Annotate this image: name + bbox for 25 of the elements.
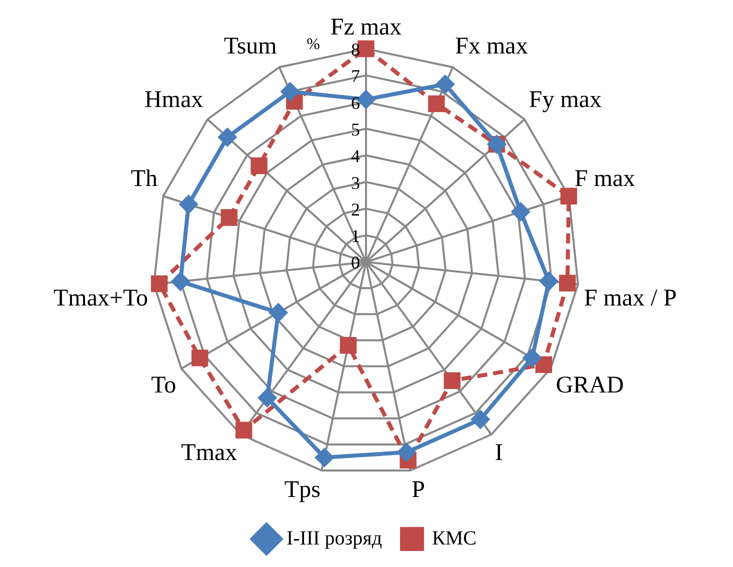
y-tick-label: 7 bbox=[351, 66, 360, 86]
y-tick-label: 5 bbox=[351, 119, 360, 140]
legend-label: I-III розряд bbox=[286, 527, 382, 550]
y-tick-label: 3 bbox=[351, 172, 360, 193]
y-tick-label: 2 bbox=[351, 199, 360, 220]
legend-label: КМС bbox=[432, 527, 477, 550]
spoke-label: Fz max bbox=[330, 14, 402, 41]
spoke-label: Tsum bbox=[224, 34, 278, 60]
spoke-label: I bbox=[494, 440, 503, 466]
spoke-label: Hmax bbox=[144, 87, 204, 114]
spoke-label: Fy max bbox=[528, 87, 602, 114]
spoke-label: Tmax+To bbox=[54, 286, 148, 312]
spoke-label: P bbox=[412, 477, 425, 504]
y-tick-label: 0 bbox=[351, 252, 360, 273]
text: % bbox=[306, 36, 320, 54]
spoke-label: Th bbox=[130, 166, 158, 192]
y-tick-label: 4 bbox=[351, 146, 360, 166]
spoke-label: Tmax bbox=[181, 440, 238, 466]
spoke-label: F max bbox=[574, 166, 636, 192]
spoke-label: To bbox=[151, 372, 176, 398]
spoke-label: Fx max bbox=[455, 34, 528, 60]
spoke-label: Tps bbox=[284, 477, 320, 504]
spoke-label: F max / P bbox=[584, 286, 677, 312]
spoke-label: GRAD bbox=[556, 372, 624, 398]
y-tick-label: 1 bbox=[351, 226, 360, 246]
